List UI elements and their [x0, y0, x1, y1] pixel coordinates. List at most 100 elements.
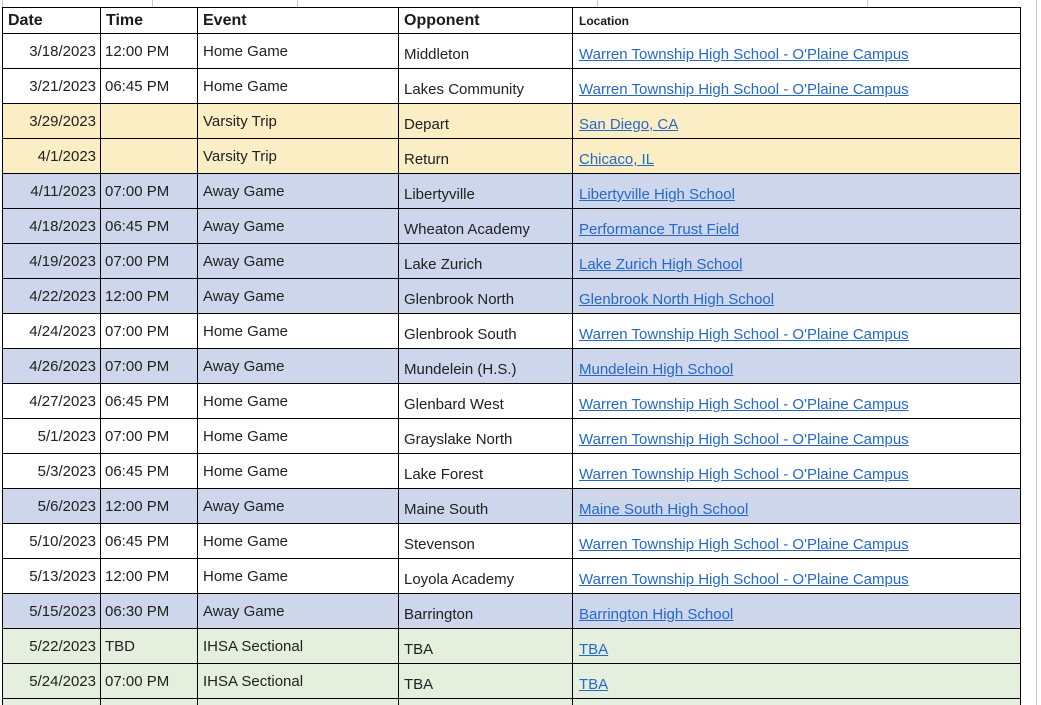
- location-cell: Warren Township High School - O'Plaine C…: [572, 418, 1021, 454]
- location-cell: Warren Township High School - O'Plaine C…: [572, 33, 1021, 69]
- location-cell: Libertyville High School: [572, 173, 1021, 209]
- time-cell: 06:30 PM: [100, 593, 198, 629]
- location-cell: Warren Township High School - O'Plaine C…: [572, 313, 1021, 349]
- location-link[interactable]: Performance Trust Field: [579, 221, 740, 238]
- date-cell: 4/24/2023: [2, 313, 101, 349]
- location-link[interactable]: Warren Township High School - O'Plaine C…: [579, 536, 909, 553]
- event-cell: Away Game: [197, 278, 399, 314]
- location-link[interactable]: Warren Township High School - O'Plaine C…: [579, 396, 909, 413]
- location-link[interactable]: Warren Township High School - O'Plaine C…: [579, 571, 909, 588]
- location-cell: Maine South High School: [572, 488, 1021, 524]
- opponent-cell: Maine South: [398, 488, 573, 524]
- opponent-cell: Middleton: [398, 33, 573, 69]
- opponent-cell: Grayslake North: [398, 418, 573, 454]
- header-row: Date Time Event Opponent Location: [2, 7, 1021, 34]
- opponent-cell: Libertyville: [398, 173, 573, 209]
- location-link[interactable]: Warren Township High School - O'Plaine C…: [579, 326, 909, 343]
- event-cell: Away Game: [197, 593, 399, 629]
- time-cell: TBD: [100, 628, 198, 664]
- location-link[interactable]: San Diego, CA: [579, 116, 679, 133]
- table-row: 5/6/2023 12:00 PM Away Game Maine South …: [2, 488, 1021, 524]
- table-row: 3/21/2023 06:45 PM Home Game Lakes Commu…: [2, 68, 1021, 104]
- time-cell: 07:00 PM: [100, 313, 198, 349]
- location-link[interactable]: Warren Township High School - O'Plaine C…: [579, 466, 909, 483]
- event-cell: Away Game: [197, 348, 399, 384]
- opponent-cell: Mundelein (H.S.): [398, 348, 573, 384]
- table-row: 4/27/2023 06:45 PM Home Game Glenbard We…: [2, 383, 1021, 419]
- time-cell: 06:45 PM: [100, 208, 198, 244]
- event-cell: Home Game: [197, 418, 399, 454]
- table-row: 4/26/2023 07:00 PM Away Game Mundelein (…: [2, 348, 1021, 384]
- location-cell: Warren Township High School - O'Plaine C…: [572, 453, 1021, 489]
- opponent-cell: Barrington: [398, 593, 573, 629]
- opponent-cell: Glenbrook South: [398, 313, 573, 349]
- location-link[interactable]: Barrington High School: [579, 606, 734, 623]
- top-gridline: [2, 0, 3, 7]
- date-cell: 4/22/2023: [2, 278, 101, 314]
- date-cell: 4/26/2023: [2, 348, 101, 384]
- location-cell: Warren Township High School - O'Plaine C…: [572, 383, 1021, 419]
- location-link[interactable]: Maine South High School: [579, 501, 749, 518]
- date-cell: 5/22/2023: [2, 628, 101, 664]
- location-link[interactable]: TBA: [579, 676, 609, 693]
- table-row: 4/18/2023 06:45 PM Away Game Wheaton Aca…: [2, 208, 1021, 244]
- opponent-cell: TBA: [398, 628, 573, 664]
- location-link[interactable]: Warren Township High School - O'Plaine C…: [579, 81, 909, 98]
- table-row: 4/22/2023 12:00 PM Away Game Glenbrook N…: [2, 278, 1021, 314]
- location-cell: Warren Township High School - O'Plaine C…: [572, 523, 1021, 559]
- date-cell: 5/13/2023: [2, 558, 101, 594]
- opponent-cell: Lake Zurich: [398, 243, 573, 279]
- location-cell: Chicaco, IL: [572, 138, 1021, 174]
- time-cell: 06:45 PM: [100, 383, 198, 419]
- location-link[interactable]: Libertyville High School: [579, 186, 735, 203]
- time-cell: 07:00 PM: [100, 663, 198, 699]
- location-cell: Lake Zurich High School: [572, 243, 1021, 279]
- schedule-table-body: 3/18/2023 12:00 PM Home Game Middleton W…: [2, 33, 1021, 705]
- date-cell: 4/11/2023: [2, 173, 101, 209]
- top-gridline: [152, 0, 153, 7]
- table-row: 3/29/2023 Varsity Trip Depart San Diego,…: [2, 103, 1021, 139]
- opponent-cell: Lakes Community: [398, 68, 573, 104]
- location-cell: Warren Township High School - O'Plaine C…: [572, 68, 1021, 104]
- table-row: 4/1/2023 Varsity Trip Return Chicaco, IL: [2, 138, 1021, 174]
- location-cell: Barrington High School: [572, 593, 1021, 629]
- event-cell: Home Game: [197, 313, 399, 349]
- time-cell: 07:00 PM: [100, 418, 198, 454]
- location-link[interactable]: Mundelein High School: [579, 361, 734, 378]
- event-cell: Away Game: [197, 173, 399, 209]
- opponent-cell: Wheaton Academy: [398, 208, 573, 244]
- location-link[interactable]: Warren Township High School - O'Plaine C…: [579, 431, 909, 448]
- event-cell: IHSA Sectional: [197, 698, 399, 705]
- table-row: 5/1/2023 07:00 PM Home Game Grayslake No…: [2, 418, 1021, 454]
- header-event: Event: [197, 7, 399, 34]
- opponent-cell: Loyola Academy: [398, 558, 573, 594]
- location-cell: TBA: [572, 663, 1021, 699]
- date-cell: 5/10/2023: [2, 523, 101, 559]
- location-cell: Performance Trust Field: [572, 208, 1021, 244]
- time-cell: 06:45 PM: [100, 68, 198, 104]
- event-cell: Home Game: [197, 558, 399, 594]
- location-link[interactable]: Lake Zurich High School: [579, 256, 743, 273]
- table-row: 5/26/2023 07:00 PM IHSA Sectional TBA TB…: [2, 698, 1021, 705]
- location-link[interactable]: Warren Township High School - O'Plaine C…: [579, 46, 909, 63]
- date-cell: 5/15/2023: [2, 593, 101, 629]
- location-link[interactable]: Chicaco, IL: [579, 151, 655, 168]
- opponent-cell: Depart: [398, 103, 573, 139]
- right-gridline: [1036, 0, 1037, 705]
- time-cell: [100, 103, 198, 139]
- time-cell: 12:00 PM: [100, 33, 198, 69]
- table-row: 3/18/2023 12:00 PM Home Game Middleton W…: [2, 33, 1021, 69]
- location-cell: Warren Township High School - O'Plaine C…: [572, 558, 1021, 594]
- location-link[interactable]: TBA: [579, 641, 609, 658]
- time-cell: 07:00 PM: [100, 698, 198, 705]
- date-cell: 4/18/2023: [2, 208, 101, 244]
- event-cell: Home Game: [197, 383, 399, 419]
- event-cell: Home Game: [197, 523, 399, 559]
- opponent-cell: Glenbard West: [398, 383, 573, 419]
- event-cell: Away Game: [197, 208, 399, 244]
- opponent-cell: Lake Forest: [398, 453, 573, 489]
- date-cell: 5/1/2023: [2, 418, 101, 454]
- event-cell: Home Game: [197, 33, 399, 69]
- location-link[interactable]: Glenbrook North High School: [579, 291, 775, 308]
